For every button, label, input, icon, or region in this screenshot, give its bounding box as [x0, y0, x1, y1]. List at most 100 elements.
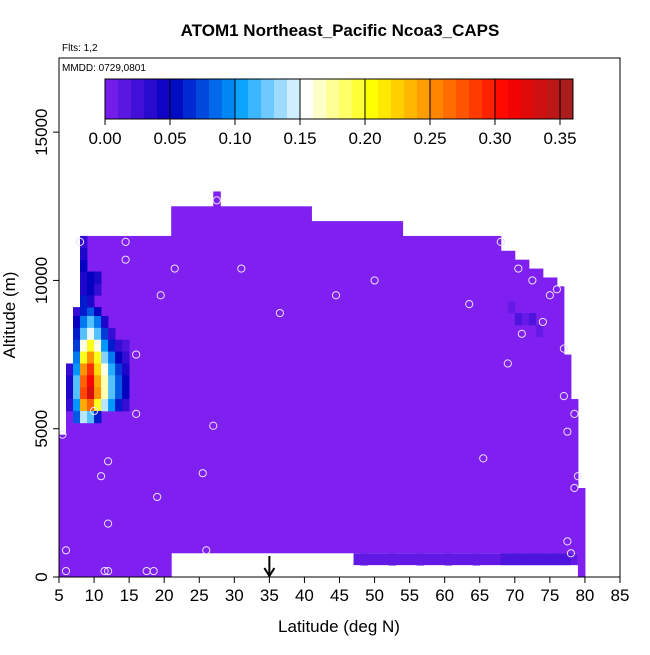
colorbar-swatch — [105, 79, 119, 119]
heatmap-cell — [115, 339, 123, 353]
heatmap-cell — [122, 387, 130, 400]
heatmap-cell — [80, 351, 88, 364]
flight-point — [132, 350, 141, 359]
heatmap-cell — [94, 271, 102, 284]
colorbar-swatch — [456, 79, 470, 119]
heatmap-cell — [80, 307, 88, 320]
heatmap-cell — [115, 375, 123, 388]
heatmap-cell — [87, 316, 95, 329]
colorbar-tick-label: 0.25 — [413, 129, 446, 148]
flight-point — [465, 300, 474, 309]
heatmap-cell — [115, 399, 123, 412]
heatmap-cell — [108, 351, 116, 364]
heatmap-cell — [73, 387, 81, 400]
heatmap-cell — [66, 399, 74, 412]
heatmap-cell — [528, 313, 537, 326]
heatmap-cell — [73, 316, 81, 329]
flight-point — [559, 344, 569, 353]
heatmap-cell — [80, 387, 88, 400]
colorbar-swatch — [417, 79, 431, 119]
flight-point — [514, 264, 523, 273]
flight-point — [103, 457, 113, 466]
flight-point — [563, 537, 572, 546]
x-tick-label: 40 — [295, 586, 314, 605]
data-column — [500, 250, 516, 554]
colorbar-swatch — [339, 79, 353, 119]
data-column — [220, 206, 312, 554]
heatmap-cell — [115, 363, 123, 376]
heatmap-cell — [73, 327, 81, 341]
flight-point — [75, 237, 85, 246]
heatmap-cell — [101, 387, 109, 400]
flight-point — [563, 427, 572, 436]
x-tick-label: 10 — [85, 586, 104, 605]
flight-point — [538, 317, 547, 327]
colorbar-swatch — [144, 79, 158, 119]
flight-point — [566, 549, 576, 558]
data-column — [563, 354, 572, 554]
heatmap-cell — [80, 316, 88, 329]
flight-point — [89, 406, 99, 416]
heatmap-cell — [87, 327, 95, 341]
heatmap-cell — [108, 327, 116, 341]
heatmap-cell — [87, 271, 95, 284]
heatmap-cell — [108, 375, 116, 388]
heatmap-cell — [80, 410, 88, 424]
heatmap-cell — [94, 339, 102, 353]
colorbar-tick-label: 0.15 — [283, 129, 316, 148]
data-column — [542, 277, 558, 554]
heatmap-cell — [73, 351, 81, 364]
latitude-arrow-head — [263, 567, 276, 578]
heatmap-cell — [94, 387, 102, 400]
data-column — [311, 221, 404, 554]
heatmap-cell — [94, 363, 102, 376]
heatmap-cell — [87, 363, 95, 376]
data-column — [577, 488, 586, 577]
x-axis-label: Latitude (deg N) — [278, 617, 400, 636]
x-tick-label: 55 — [400, 586, 419, 605]
heatmap-cell — [80, 375, 88, 388]
heatmap-cell — [94, 327, 102, 341]
colorbar-swatch — [365, 79, 379, 119]
colorbar-swatch — [534, 79, 548, 119]
heatmap-cell — [122, 339, 130, 353]
x-tick-label: 25 — [190, 586, 209, 605]
data-column — [73, 310, 81, 577]
data-column — [66, 369, 74, 577]
x-tick-label: 60 — [435, 586, 454, 605]
heatmap-cell — [122, 363, 130, 376]
data-column — [143, 235, 172, 577]
heatmap-cell — [87, 387, 95, 400]
data-column — [80, 553, 158, 577]
colorbar-swatch — [300, 79, 314, 119]
colorbar-swatch — [508, 79, 522, 119]
heatmap-cell — [87, 339, 95, 353]
x-tick-label: 35 — [260, 586, 279, 605]
flight-point — [479, 454, 488, 463]
flight-point — [103, 566, 113, 576]
colorbar-swatch — [287, 79, 301, 119]
heatmap-cell — [122, 399, 130, 412]
y-tick-label: 15000 — [32, 109, 51, 156]
x-tick-label: 50 — [365, 586, 384, 605]
flight-point — [96, 472, 106, 481]
flight-point — [570, 483, 579, 493]
colorbar-swatch — [131, 79, 145, 119]
colorbar-tick-label: 0.20 — [348, 129, 381, 148]
heatmap-cell — [80, 283, 88, 296]
flight-point — [121, 255, 130, 264]
flight-point — [528, 276, 537, 285]
flight-point — [517, 329, 526, 338]
flight-point — [202, 546, 211, 555]
y-axis-label: Altitude (m) — [0, 272, 19, 359]
flight-point — [331, 291, 341, 300]
colorbar: 0.00 0.05 0.10 0.15 0.20 0.25 0.30 0.35 — [88, 78, 577, 148]
colorbar-swatch — [443, 79, 457, 119]
colorbar-tick-label: 0.00 — [88, 129, 121, 148]
flight-point — [132, 409, 141, 418]
heatmap-cell — [535, 324, 544, 338]
flight-point — [545, 291, 554, 300]
heatmap-cell — [115, 351, 123, 364]
heatmap-cell — [87, 295, 95, 308]
colorbar-swatch — [547, 79, 561, 119]
